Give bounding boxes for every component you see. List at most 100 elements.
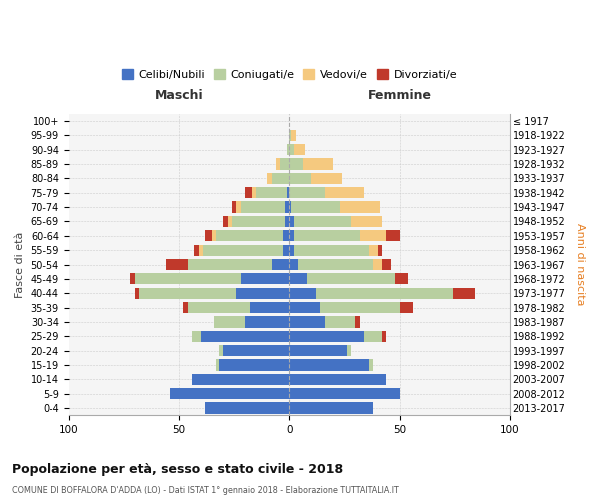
Bar — [139, 288, 236, 299]
Bar — [188, 259, 272, 270]
Bar — [340, 202, 380, 212]
Bar — [188, 302, 250, 313]
Bar — [135, 288, 139, 299]
Legend: Celibi/Nubili, Coniugati/e, Vedovi/e, Divorziati/e: Celibi/Nubili, Coniugati/e, Vedovi/e, Di… — [117, 65, 461, 84]
Bar — [276, 158, 280, 170]
Text: Popolazione per età, sesso e stato civile - 2018: Popolazione per età, sesso e stato civil… — [12, 462, 343, 475]
Bar — [289, 187, 325, 198]
Bar — [166, 259, 188, 270]
Bar — [369, 360, 373, 370]
Bar — [289, 330, 364, 342]
Bar — [287, 187, 289, 198]
Bar — [316, 288, 452, 299]
Bar — [267, 173, 272, 184]
Bar — [285, 202, 289, 212]
Bar — [347, 345, 351, 356]
Bar — [289, 360, 369, 370]
Bar — [223, 216, 227, 227]
Bar — [245, 316, 289, 328]
Bar — [287, 144, 289, 155]
Bar — [199, 244, 203, 256]
Bar — [289, 288, 316, 299]
Text: Femmine: Femmine — [368, 90, 431, 102]
Bar — [289, 144, 293, 155]
Bar — [289, 316, 325, 328]
Bar — [218, 345, 223, 356]
Bar — [302, 158, 334, 170]
Bar — [289, 130, 292, 141]
Bar — [201, 330, 289, 342]
Bar — [236, 288, 289, 299]
Bar — [205, 402, 289, 413]
Bar — [293, 144, 305, 155]
Bar — [170, 388, 289, 400]
Bar — [377, 244, 382, 256]
Y-axis label: Fasce di età: Fasce di età — [15, 232, 25, 298]
Bar — [194, 244, 199, 256]
Bar — [205, 230, 212, 241]
Bar — [292, 202, 340, 212]
Bar — [293, 244, 369, 256]
Bar — [364, 330, 382, 342]
Bar — [289, 216, 293, 227]
Bar — [386, 230, 400, 241]
Y-axis label: Anni di nascita: Anni di nascita — [575, 224, 585, 306]
Bar — [212, 230, 217, 241]
Bar — [252, 187, 256, 198]
Bar — [395, 274, 409, 284]
Text: COMUNE DI BOFFALORA D'ADDA (LO) - Dati ISTAT 1° gennaio 2018 - Elaborazione TUTT: COMUNE DI BOFFALORA D'ADDA (LO) - Dati I… — [12, 486, 399, 495]
Bar — [217, 230, 283, 241]
Bar — [250, 302, 289, 313]
Bar — [227, 216, 232, 227]
Bar — [272, 173, 289, 184]
Bar — [289, 244, 293, 256]
Bar — [192, 374, 289, 385]
Bar — [256, 187, 287, 198]
Bar — [382, 259, 391, 270]
Bar — [355, 316, 360, 328]
Bar — [214, 316, 245, 328]
Bar — [298, 259, 373, 270]
Bar — [285, 216, 289, 227]
Bar — [289, 230, 293, 241]
Bar — [325, 187, 364, 198]
Bar — [289, 302, 320, 313]
Bar — [245, 187, 252, 198]
Bar — [289, 345, 347, 356]
Bar — [223, 345, 289, 356]
Bar — [184, 302, 188, 313]
Bar — [293, 230, 360, 241]
Bar — [307, 274, 395, 284]
Bar — [325, 316, 355, 328]
Bar — [382, 330, 386, 342]
Bar — [292, 130, 296, 141]
Bar — [360, 230, 386, 241]
Bar — [283, 230, 289, 241]
Bar — [452, 288, 475, 299]
Bar — [241, 202, 285, 212]
Bar — [135, 274, 241, 284]
Bar — [241, 274, 289, 284]
Bar — [351, 216, 382, 227]
Bar — [232, 216, 285, 227]
Bar — [289, 402, 373, 413]
Bar — [293, 216, 351, 227]
Bar — [289, 202, 292, 212]
Bar — [289, 259, 298, 270]
Bar — [289, 274, 307, 284]
Bar — [283, 244, 289, 256]
Bar — [192, 330, 201, 342]
Bar — [272, 259, 289, 270]
Bar — [218, 360, 289, 370]
Bar — [232, 202, 236, 212]
Bar — [289, 374, 386, 385]
Bar — [311, 173, 342, 184]
Bar — [289, 388, 400, 400]
Bar — [369, 244, 377, 256]
Bar — [400, 302, 413, 313]
Bar — [320, 302, 400, 313]
Text: Maschi: Maschi — [155, 90, 203, 102]
Bar — [236, 202, 241, 212]
Bar — [130, 274, 135, 284]
Bar — [203, 244, 283, 256]
